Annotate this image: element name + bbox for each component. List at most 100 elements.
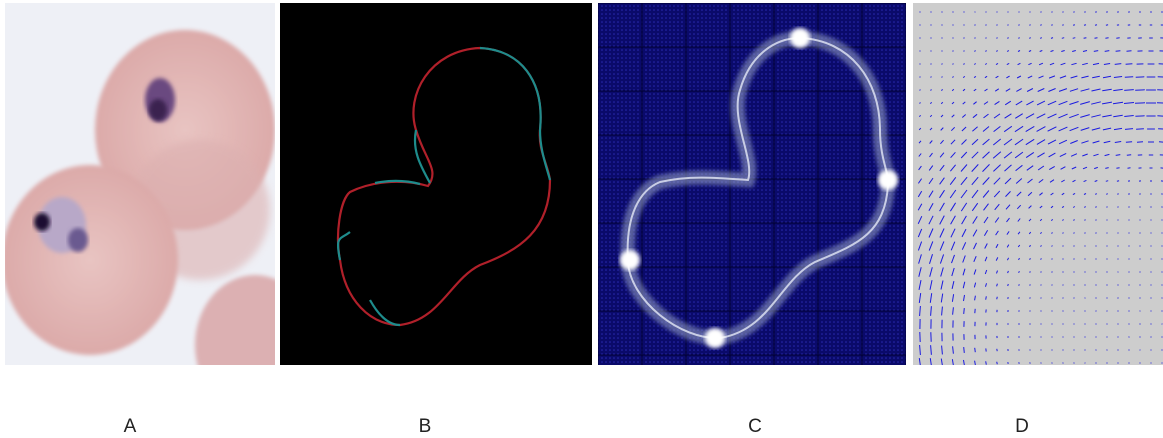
vector <box>931 51 932 52</box>
vector <box>931 12 932 13</box>
vector <box>953 12 954 13</box>
vector <box>1096 220 1097 221</box>
panel-d-image <box>913 3 1163 368</box>
vector <box>1063 246 1064 247</box>
parasite-nucleus <box>34 213 50 231</box>
vector <box>1052 259 1053 260</box>
vector <box>942 51 943 52</box>
vector <box>997 297 998 299</box>
vector <box>1126 142 1132 143</box>
vector <box>1107 298 1108 299</box>
page: A B C D (() => { const data = JSON.parse… <box>0 0 1163 438</box>
hotspot <box>790 28 810 48</box>
vector <box>964 308 965 314</box>
vector <box>1107 363 1108 364</box>
cell <box>2 165 178 355</box>
vector <box>1084 38 1087 39</box>
vector <box>1063 233 1064 234</box>
vector <box>931 90 932 91</box>
vector <box>975 25 976 26</box>
vector <box>1116 51 1121 52</box>
panel-c-image <box>598 3 906 365</box>
vector <box>920 90 921 91</box>
vector <box>1062 38 1064 39</box>
vector <box>1063 259 1064 260</box>
vector <box>953 64 954 65</box>
vector <box>1106 181 1108 182</box>
vector <box>964 51 965 52</box>
vector <box>1162 337 1163 338</box>
vector <box>1096 246 1097 247</box>
vector <box>986 296 987 299</box>
vector <box>1018 38 1019 39</box>
vector <box>1029 38 1031 39</box>
vector <box>920 12 921 13</box>
vector <box>942 25 943 26</box>
vector <box>1084 220 1085 221</box>
vector <box>986 25 987 26</box>
vector <box>953 38 954 39</box>
panel-label: A <box>124 416 137 437</box>
vector <box>920 103 921 104</box>
vector <box>1074 259 1075 260</box>
vector <box>975 348 976 352</box>
vector <box>1129 298 1130 299</box>
parasite-nucleus <box>68 228 88 252</box>
vector <box>931 38 932 39</box>
panel-label: B <box>419 416 432 437</box>
vector <box>1157 116 1163 117</box>
vector <box>931 64 932 65</box>
vector <box>1007 38 1008 39</box>
vector <box>1118 298 1119 299</box>
image-background <box>280 3 592 365</box>
vector <box>942 64 943 65</box>
figure: A B C D <box>0 0 1163 438</box>
vector <box>1096 363 1097 364</box>
vector <box>953 25 954 26</box>
vector <box>942 38 943 39</box>
vector <box>997 25 998 26</box>
vector <box>1096 272 1097 273</box>
vector <box>1140 324 1141 325</box>
vector <box>1118 363 1119 364</box>
vector <box>1095 38 1098 39</box>
vector <box>1029 25 1030 26</box>
vector <box>1052 246 1053 247</box>
vector <box>974 51 975 52</box>
vector <box>1008 25 1009 26</box>
vector <box>1030 258 1031 259</box>
vector <box>964 38 965 39</box>
vector <box>1129 363 1130 364</box>
hotspot <box>878 170 898 190</box>
vector <box>985 51 986 52</box>
vector <box>1140 337 1141 338</box>
vector <box>1074 233 1075 234</box>
vector <box>964 12 965 13</box>
vector <box>1125 77 1133 78</box>
hotspot <box>620 250 640 270</box>
vector <box>1063 272 1064 273</box>
vector <box>997 362 998 364</box>
vector <box>964 347 965 353</box>
vector <box>1107 259 1108 260</box>
vector <box>1052 233 1053 234</box>
vector <box>1129 311 1130 312</box>
vector <box>1096 285 1097 286</box>
vector <box>963 64 964 65</box>
vector <box>996 38 997 39</box>
vector <box>920 38 921 39</box>
vector <box>1085 259 1086 260</box>
panel-label: C <box>748 416 762 437</box>
vector <box>1018 25 1019 26</box>
vector <box>1030 271 1031 272</box>
vector <box>1096 233 1097 234</box>
vector <box>1019 284 1020 285</box>
vector <box>920 25 921 26</box>
vector <box>953 51 954 52</box>
vector <box>920 64 921 65</box>
vector <box>1107 285 1108 286</box>
panel-b-image <box>280 3 592 365</box>
vector <box>1095 194 1097 195</box>
vector <box>931 25 932 26</box>
vector <box>942 12 943 13</box>
